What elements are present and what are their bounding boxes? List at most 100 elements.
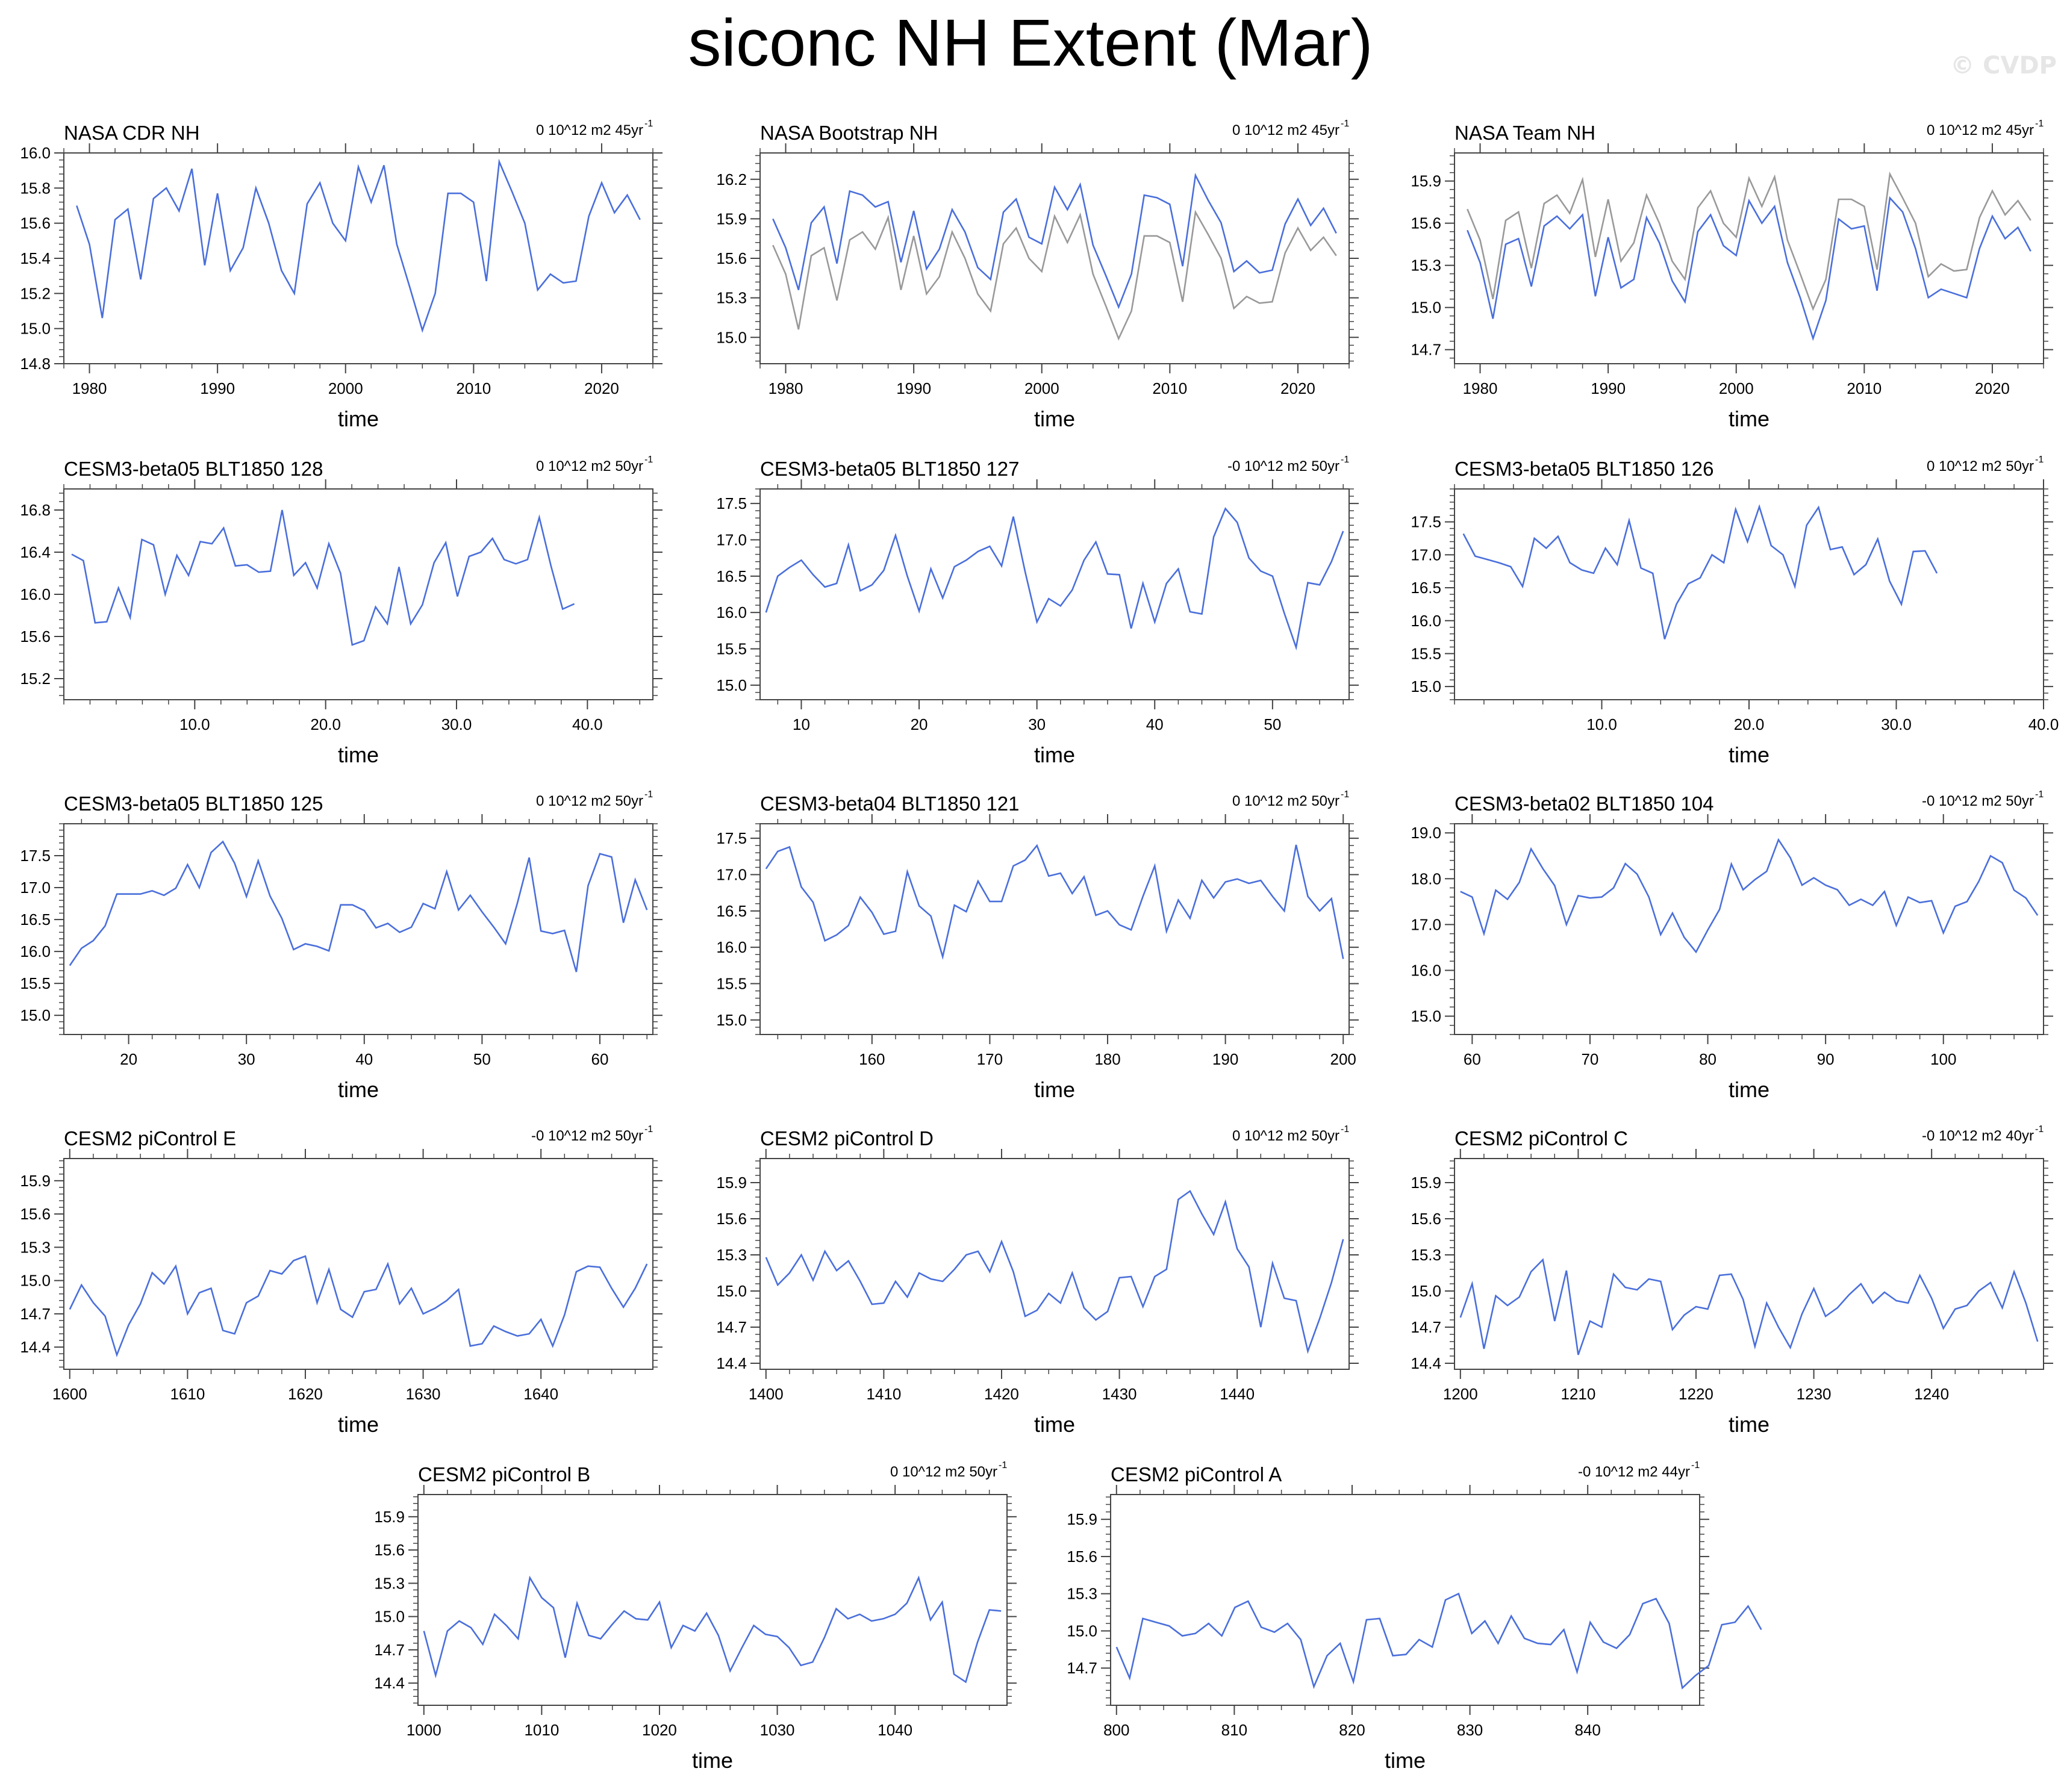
x-tick-label: 10.0 (179, 715, 210, 733)
x-axis-label: time (338, 742, 379, 767)
x-tick-label: 810 (1221, 1721, 1247, 1739)
x-tick-label: 160 (859, 1050, 885, 1068)
chart-panel: CESM2 piControl B 0 10^12 m2 50yr -1 14.4 14… (374, 1460, 1017, 1773)
y-tick-label: 15.0 (716, 1011, 747, 1029)
panel-annotation: 0 10^12 m2 45yr (1232, 122, 1339, 138)
y-tick-label: 14.7 (1411, 341, 1441, 359)
x-axis-label: time (1034, 1412, 1075, 1437)
y-tick-label: 15.9 (1411, 172, 1441, 190)
x-tick-label: 1030 (760, 1721, 795, 1739)
x-tick-label: 10.0 (1586, 715, 1617, 733)
y-tick-label: 16.0 (1411, 961, 1441, 979)
series-line (1459, 1258, 2039, 1355)
panel-title: CESM3-beta05 BLT1850 127 (760, 458, 1020, 480)
y-tick-label: 16.5 (20, 910, 51, 929)
y-tick-label: 17.5 (716, 829, 747, 847)
plot-frame (63, 152, 653, 364)
x-tick-label: 60 (1464, 1050, 1481, 1068)
y-tick-label: 16.5 (716, 567, 747, 585)
x-tick-label: 840 (1574, 1721, 1600, 1739)
x-tick-label: 1980 (1463, 379, 1498, 397)
panel-annotation-superscript: -1 (2035, 455, 2044, 465)
panel-title: CESM2 piControl E (64, 1127, 236, 1150)
chart-panel: CESM3-beta04 BLT1850 121 0 10^12 m2 50yr -… (716, 789, 1359, 1102)
x-tick-label: 820 (1339, 1721, 1365, 1739)
series-line (765, 507, 1344, 651)
y-tick-label: 16.8 (20, 501, 51, 519)
panel-annotation-superscript: -1 (1341, 1124, 1349, 1134)
x-tick-label: 800 (1103, 1721, 1129, 1739)
y-tick-label: 16.0 (716, 603, 747, 621)
x-tick-label: 2010 (1152, 379, 1187, 397)
panel-annotation-superscript: -1 (2035, 789, 2044, 800)
panel-annotation: 0 10^12 m2 50yr (890, 1464, 997, 1480)
series-line (69, 840, 648, 972)
plot-frame (1454, 1158, 2044, 1370)
y-tick-label: 15.0 (1067, 1622, 1097, 1640)
y-tick-label: 14.7 (20, 1305, 51, 1323)
y-tick-label: 14.4 (20, 1338, 51, 1356)
y-tick-label: 18.0 (1411, 870, 1441, 888)
chart-panel: NASA Team NH 0 10^12 m2 45yr -1 14.7 15.0 15.… (1411, 119, 2053, 431)
series-line (765, 844, 1344, 960)
panel-title: CESM2 piControl D (760, 1127, 934, 1150)
x-axis-label: time (1034, 1077, 1075, 1102)
y-tick-label: 15.9 (1067, 1510, 1097, 1528)
y-tick-label: 15.2 (20, 284, 51, 302)
panel-annotation-superscript: -1 (644, 119, 653, 129)
panel-annotation: -0 10^12 m2 50yr (531, 1128, 643, 1144)
panel-title: NASA CDR NH (64, 122, 200, 144)
x-tick-label: 1240 (1914, 1385, 1949, 1403)
x-tick-label: 1990 (1591, 379, 1626, 397)
plot-frame (417, 1494, 1008, 1706)
y-tick-label: 15.3 (20, 1238, 51, 1256)
x-tick-label: 190 (1212, 1050, 1238, 1068)
x-tick-label: 1040 (878, 1721, 912, 1739)
y-tick-label: 15.5 (716, 975, 747, 993)
y-tick-label: 16.0 (20, 144, 51, 162)
y-tick-label: 15.9 (716, 1174, 747, 1192)
panel-annotation-superscript: -1 (2035, 119, 2044, 129)
x-tick-label: 1400 (749, 1385, 784, 1403)
y-tick-label: 17.5 (716, 494, 747, 512)
panel-annotation: 0 10^12 m2 50yr (1232, 1128, 1339, 1144)
panel-title: CESM3-beta05 BLT1850 125 (64, 792, 323, 815)
x-tick-label: 10 (793, 715, 810, 733)
y-tick-label: 15.0 (1411, 299, 1441, 317)
y-tick-label: 15.0 (374, 1608, 405, 1626)
x-tick-label: 1420 (984, 1385, 1019, 1403)
x-axis-label: time (1729, 1077, 1769, 1102)
x-tick-label: 40.0 (2028, 715, 2059, 733)
y-tick-label: 14.7 (374, 1641, 405, 1659)
x-axis-label: time (1729, 406, 1769, 431)
x-tick-label: 1630 (406, 1385, 441, 1403)
y-tick-label: 14.4 (1411, 1354, 1441, 1372)
y-tick-label: 15.6 (1411, 214, 1441, 232)
panel-title: NASA Bootstrap NH (760, 122, 938, 144)
chart-panel: CESM3-beta02 BLT1850 104 -0 10^12 m2 50yr… (1411, 789, 2053, 1102)
panel-annotation: -0 10^12 m2 40yr (1922, 1128, 2034, 1144)
y-tick-label: 15.0 (1411, 1282, 1441, 1300)
series-line (1467, 196, 2031, 341)
x-tick-label: 1620 (288, 1385, 323, 1403)
y-tick-label: 15.6 (1411, 1210, 1441, 1228)
x-tick-label: 1430 (1102, 1385, 1137, 1403)
panel-title: CESM3-beta05 BLT1850 126 (1455, 458, 1714, 480)
y-tick-label: 15.6 (374, 1541, 405, 1559)
page-title: siconc NH Extent (Mar) (688, 6, 1373, 80)
x-tick-label: 180 (1094, 1050, 1120, 1068)
y-tick-label: 15.8 (20, 179, 51, 197)
panel-title: CESM2 piControl B (418, 1463, 590, 1486)
y-tick-label: 15.6 (1067, 1548, 1097, 1566)
y-tick-label: 14.8 (20, 355, 51, 373)
y-tick-label: 16.5 (1411, 579, 1441, 597)
y-tick-label: 16.4 (20, 543, 51, 561)
x-tick-label: 1020 (642, 1721, 677, 1739)
panel-annotation: 0 10^12 m2 50yr (536, 793, 643, 809)
plot-frame (759, 1158, 1350, 1370)
series-line (76, 158, 641, 333)
y-tick-label: 15.3 (716, 289, 747, 307)
panel-title: CESM2 piControl C (1455, 1127, 1628, 1150)
